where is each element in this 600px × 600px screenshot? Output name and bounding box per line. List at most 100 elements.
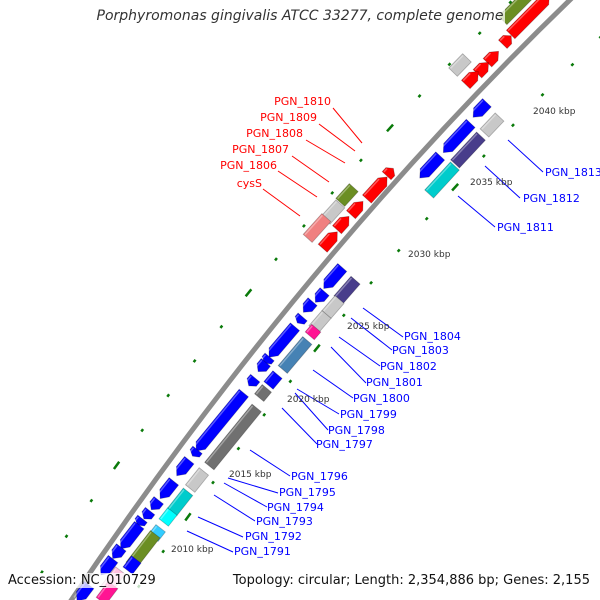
- tick-mark-left: [540, 92, 545, 97]
- reverse-gene-arrow[interactable]: [260, 352, 275, 367]
- gene-feature[interactable]: [424, 161, 460, 199]
- forward-gene-arrow[interactable]: [460, 67, 482, 90]
- gene-label-reverse[interactable]: PGN_1800: [353, 392, 410, 405]
- reverse-gene-arrow[interactable]: [319, 262, 348, 293]
- reverse-gene-arrow[interactable]: [188, 445, 203, 460]
- gene-label-forward[interactable]: PGN_1810: [274, 95, 331, 108]
- gene-feature[interactable]: [122, 555, 142, 575]
- gene-label-forward[interactable]: PGN_1809: [260, 111, 317, 124]
- forward-gene-arrow[interactable]: [317, 228, 342, 253]
- tick-mark-right: [192, 359, 197, 363]
- gene-shape: [482, 50, 500, 68]
- reverse-gene-arrow[interactable]: [415, 151, 446, 182]
- gene-label-reverse[interactable]: PGN_1813: [545, 166, 600, 179]
- reverse-gene-arrow[interactable]: [139, 506, 156, 522]
- gene-features: [73, 0, 553, 600]
- gene-shape: [246, 373, 261, 387]
- gene-feature[interactable]: [450, 131, 486, 169]
- gene-feature[interactable]: [304, 323, 322, 341]
- tick-mark-right: [358, 158, 363, 163]
- reverse-gene-arrow[interactable]: [155, 477, 180, 503]
- reverse-gene-arrow[interactable]: [299, 297, 318, 316]
- forward-gene-arrow[interactable]: [361, 173, 391, 204]
- gene-highlight: [481, 114, 497, 130]
- tick-mark-left: [236, 446, 241, 451]
- gene-label-forward[interactable]: PGN_1808: [246, 127, 303, 140]
- tick-mark-left: [262, 412, 267, 417]
- gene-highlight: [140, 508, 147, 516]
- gene-label-reverse[interactable]: PGN_1804: [404, 330, 461, 343]
- gene-label-reverse[interactable]: PGN_1801: [366, 376, 423, 389]
- forward-gene-arrow[interactable]: [482, 47, 503, 68]
- gene-label-reverse[interactable]: PGN_1793: [256, 515, 313, 528]
- gene-label-reverse[interactable]: PGN_1803: [392, 344, 449, 357]
- gene-label-forward[interactable]: PGN_1806: [220, 159, 277, 172]
- gene-label-reverse[interactable]: PGN_1811: [497, 221, 554, 234]
- gene-label-reverse[interactable]: PGN_1799: [340, 408, 397, 421]
- gene-feature[interactable]: [253, 383, 273, 403]
- reverse-gene-arrow[interactable]: [311, 287, 330, 306]
- reverse-gene-arrow[interactable]: [439, 118, 476, 156]
- reverse-gene-arrow[interactable]: [147, 496, 164, 514]
- gene-label-reverse[interactable]: PGN_1812: [523, 192, 580, 205]
- label-leader-line: [294, 392, 329, 431]
- gene-label-reverse[interactable]: PGN_1791: [234, 545, 291, 558]
- reverse-gene-arrow[interactable]: [172, 455, 195, 479]
- label-leader-line: [338, 336, 381, 367]
- gene-label-forward[interactable]: cysS: [237, 177, 262, 190]
- kbp-label: 2020 kbp: [287, 395, 330, 405]
- reverse-gene-arrow[interactable]: [108, 543, 127, 562]
- tick-mark-right: [64, 534, 69, 539]
- reverse-gene-arrow[interactable]: [254, 357, 272, 376]
- gene-shape: [261, 352, 275, 365]
- reverse-gene-arrow[interactable]: [116, 520, 145, 552]
- gene-shape: [497, 34, 513, 50]
- tick-mark-left: [369, 280, 374, 285]
- gene-label-reverse[interactable]: PGN_1792: [245, 530, 302, 543]
- gene-label-reverse[interactable]: PGN_1798: [328, 424, 385, 437]
- label-leader-line: [350, 317, 393, 351]
- gene-feature[interactable]: [204, 403, 262, 471]
- reverse-gene-arrow[interactable]: [192, 388, 249, 455]
- gene-feature[interactable]: [302, 213, 332, 243]
- gene-shape: [204, 403, 262, 471]
- reverse-gene-arrow[interactable]: [244, 373, 261, 389]
- gene-shape: [159, 477, 180, 500]
- gene-feature[interactable]: [184, 467, 210, 493]
- gene-shape: [184, 467, 210, 493]
- gene-highlight: [462, 72, 471, 82]
- gene-label-reverse[interactable]: PGN_1796: [291, 470, 348, 483]
- gene-highlight: [189, 447, 194, 453]
- gene-highlight: [469, 99, 484, 114]
- gene-shape: [277, 336, 313, 374]
- label-leader-line: [197, 516, 244, 538]
- gene-label-reverse[interactable]: PGN_1794: [267, 501, 324, 514]
- gene-feature[interactable]: [158, 507, 178, 527]
- gene-feature[interactable]: [479, 112, 505, 138]
- gene-label-reverse[interactable]: PGN_1795: [279, 486, 336, 499]
- gene-shape: [419, 151, 446, 179]
- gene-label-forward[interactable]: PGN_1807: [232, 143, 289, 156]
- tick-mark-left: [424, 216, 429, 221]
- gene-feature[interactable]: [335, 183, 359, 207]
- forward-gene-arrow[interactable]: [472, 58, 493, 79]
- forward-gene-arrow[interactable]: [497, 32, 516, 50]
- reverse-gene-arrow[interactable]: [264, 322, 301, 361]
- tick-mark-right: [89, 498, 94, 503]
- gene-feature[interactable]: [277, 336, 313, 374]
- label-leader-line: [457, 195, 496, 228]
- tick-marks: [40, 0, 600, 589]
- reverse-gene-arrow[interactable]: [293, 312, 308, 327]
- gene-label-reverse[interactable]: PGN_1797: [316, 438, 373, 451]
- gene-label-reverse[interactable]: PGN_1802: [380, 360, 437, 373]
- gene-feature[interactable]: [448, 53, 472, 77]
- forward-gene-arrow[interactable]: [331, 212, 354, 235]
- reverse-gene-arrow[interactable]: [469, 98, 492, 122]
- gene-feature[interactable]: [263, 370, 283, 390]
- forward-gene-arrow[interactable]: [345, 197, 368, 220]
- forward-gene-arrow[interactable]: [505, 0, 553, 40]
- forward-gene-arrow[interactable]: [381, 164, 398, 181]
- reverse-gene-arrow[interactable]: [133, 514, 148, 529]
- label-leader-line: [362, 307, 404, 338]
- gene-shape: [335, 183, 359, 207]
